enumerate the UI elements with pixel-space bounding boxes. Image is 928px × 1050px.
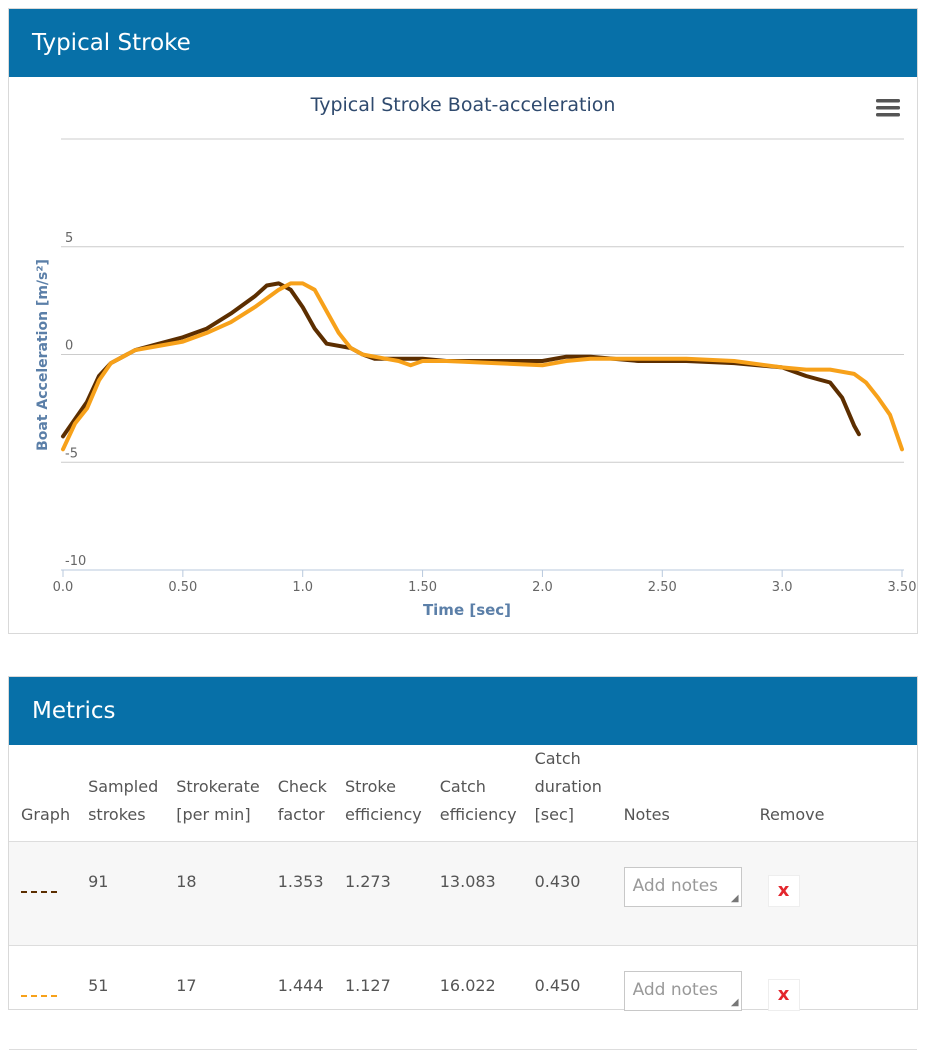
y-tick-label: -5 [65,446,78,461]
typical-stroke-header: Typical Stroke [9,9,917,77]
notes-cell: Add notes ◢ [611,841,748,946]
x-tick-label: 1.0 [292,580,313,595]
notes-cell: Add notes ◢ [611,945,748,1050]
x-tick-label: 3.0 [772,580,793,595]
catch-duration-value: 0.450 [522,945,612,1050]
sampled-strokes-value: 51 [76,945,165,1050]
col-remove: Remove [747,745,917,842]
metrics-panel: Metrics Graph Sampled strokes Strokerate[… [8,676,918,1050]
col-catch-duration: Catch duration [sec] [522,745,612,842]
x-axis-label: Time [sec] [423,601,511,619]
catch-efficiency-value: 13.083 [427,841,523,946]
x-tick-label: 2.0 [532,580,553,595]
stroke-efficiency-value: 1.127 [332,945,428,1050]
line-swatch-icon [21,891,57,893]
metrics-table: Graph Sampled strokes Strokerate [per min]… [9,745,917,1050]
notes-input[interactable]: Add notes ◢ [623,970,742,1011]
remove-button[interactable]: x [767,874,800,907]
chart-menu-icon[interactable] [876,99,900,117]
series-line-2 [61,281,904,452]
check-factor-value: 1.353 [265,841,333,946]
resize-grip-icon[interactable]: ◢ [730,996,739,1008]
col-notes: Notes [611,745,748,842]
check-factor-value: 1.444 [265,945,333,1050]
chart-title: Typical Stroke Boat-acceleration [310,94,616,116]
table-row: 91 18 1.353 1.273 13.083 0.430 Add notes… [9,841,917,946]
sampled-strokes-value: 91 [76,841,165,946]
typical-stroke-panel: Typical Stroke Typical Stroke Boat-accel… [8,8,918,634]
table-row: 51 17 1.444 1.127 16.022 0.450 Add notes… [9,945,917,1050]
graph-swatch-cell [9,945,77,1050]
remove-cell: x [747,841,917,946]
metrics-header: Metrics [9,677,917,745]
stroke-efficiency-value: 1.273 [332,841,428,946]
strokerate-value: 17 [164,945,266,1050]
y-tick-label: 0 [65,339,73,354]
col-check-factor: Check factor [265,745,333,842]
x-tick-label: 2.50 [648,580,677,595]
notes-input[interactable]: Add notes ◢ [623,866,742,907]
y-axis-label: Boat Acceleration [m/s²] [35,259,51,451]
col-catch-efficiency: Catch efficiency [427,745,523,842]
y-tick-label: 5 [65,231,73,246]
catch-efficiency-value: 16.022 [427,945,523,1050]
x-tick-label: 3.50 [888,580,917,595]
col-graph: Graph [9,745,77,842]
acceleration-chart: Typical Stroke Boat-acceleration 5 0 -5 -10… [35,94,917,619]
remove-button[interactable]: x [767,978,800,1011]
strokerate-value: 18 [164,841,266,946]
catch-duration-value: 0.430 [522,841,612,946]
y-tick-label: -10 [65,554,86,569]
remove-cell: x [747,945,917,1050]
metrics-header-row: Graph Sampled strokes Strokerate [per min]… [9,745,917,842]
x-tick-label: 0.50 [168,580,197,595]
x-tick-label: 0.0 [53,580,74,595]
col-strokerate: Strokerate [per min] [164,745,266,842]
x-tick-label: 1.50 [408,580,437,595]
col-stroke-efficiency: Stroke efficiency [332,745,428,842]
graph-swatch-cell [9,841,77,946]
col-sampled-strokes: Sampled strokes [76,745,165,842]
line-swatch-icon [21,995,57,997]
resize-grip-icon[interactable]: ◢ [730,892,739,904]
